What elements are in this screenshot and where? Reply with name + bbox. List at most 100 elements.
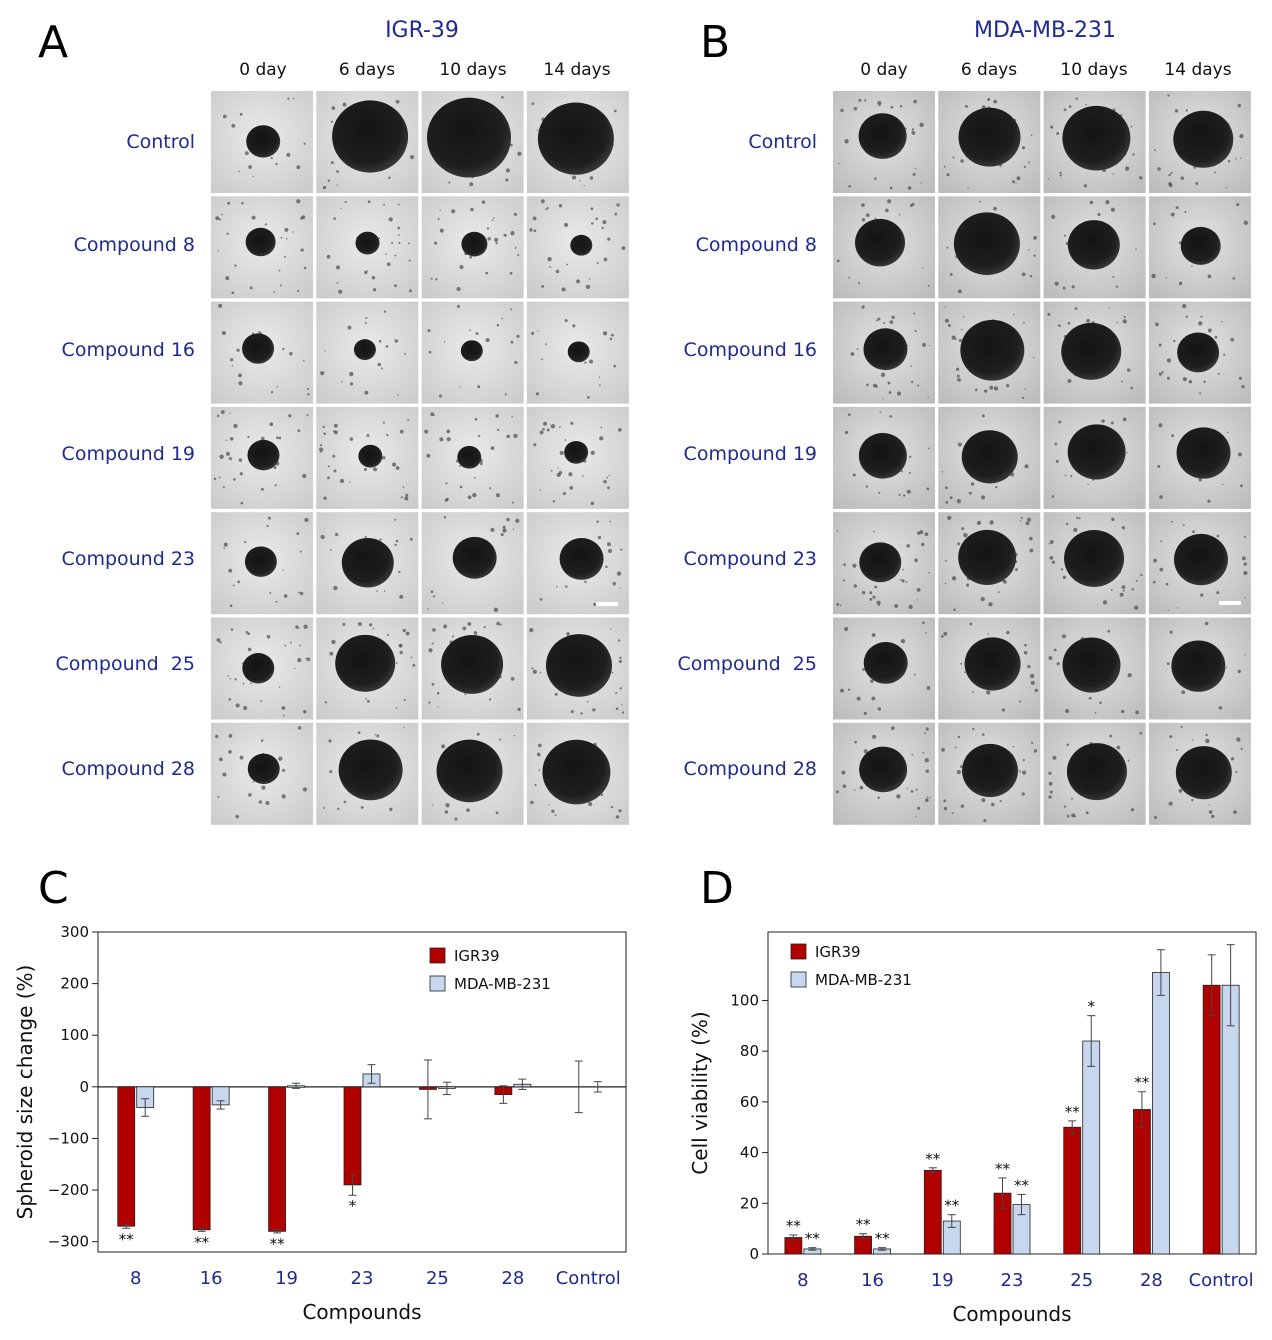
debris-speck	[257, 331, 260, 333]
debris-speck	[1170, 212, 1175, 217]
debris-speck	[1078, 517, 1081, 520]
debris-speck	[603, 479, 607, 484]
debris-speck	[284, 644, 287, 647]
micrograph-tile	[833, 196, 935, 299]
debris-speck	[927, 284, 930, 287]
debris-speck	[951, 812, 954, 815]
row-label: Compound 8	[696, 234, 817, 256]
spheroid	[962, 743, 1019, 798]
row-label: Compound 28	[684, 758, 817, 780]
debris-speck	[229, 678, 232, 680]
plot-frame	[767, 931, 1257, 1255]
y-tick-label: 60	[740, 1093, 759, 1111]
debris-speck	[386, 633, 389, 636]
micrograph-tile	[833, 512, 935, 615]
debris-speck	[981, 798, 986, 803]
debris-speck	[1240, 157, 1242, 160]
debris-speck	[332, 454, 336, 458]
debris-speck	[1157, 167, 1161, 171]
debris-speck	[914, 558, 918, 563]
debris-speck	[1051, 495, 1055, 498]
debris-speck	[836, 530, 839, 532]
debris-speck	[506, 434, 510, 439]
y-tick-label: −100	[48, 1129, 89, 1147]
debris-speck	[1050, 125, 1054, 129]
debris-speck	[854, 789, 856, 791]
debris-speck	[539, 430, 544, 435]
debris-speck	[956, 374, 960, 378]
micrograph-tile	[1043, 512, 1146, 615]
debris-speck	[1233, 810, 1237, 814]
debris-speck	[836, 259, 840, 263]
debris-speck	[870, 679, 874, 683]
debris-speck	[443, 341, 446, 343]
micrograph-tile	[526, 406, 629, 509]
panel-a-image-grid	[211, 91, 629, 825]
debris-speck	[981, 733, 985, 736]
debris-speck	[395, 662, 398, 664]
debris-speck	[235, 703, 240, 708]
debris-speck	[360, 805, 364, 809]
debris-speck	[395, 99, 400, 104]
debris-speck	[537, 330, 539, 332]
debris-speck	[599, 384, 601, 386]
debris-speck	[617, 639, 621, 642]
debris-speck	[218, 303, 223, 308]
micrograph-tile	[1148, 617, 1251, 720]
debris-speck	[961, 328, 963, 331]
debris-speck	[296, 199, 301, 204]
debris-speck	[839, 604, 842, 607]
bar-igr39-Control	[1202, 984, 1221, 1255]
spheroid	[245, 227, 276, 257]
debris-speck	[383, 203, 385, 206]
debris-speck	[269, 591, 272, 594]
debris-speck	[858, 282, 861, 285]
debris-speck	[495, 493, 500, 498]
debris-speck	[911, 380, 914, 384]
debris-speck	[1241, 385, 1245, 389]
debris-speck	[1127, 759, 1130, 762]
debris-speck	[1097, 212, 1101, 216]
debris-speck	[441, 602, 444, 605]
debris-speck	[564, 319, 568, 323]
col-header: 14 days	[543, 60, 610, 80]
debris-speck	[912, 172, 916, 176]
debris-speck	[474, 417, 478, 421]
debris-speck	[557, 467, 559, 469]
debris-speck	[1054, 442, 1058, 446]
debris-speck	[372, 288, 377, 292]
debris-speck	[1121, 526, 1126, 530]
significance-marker: **	[875, 1230, 891, 1248]
debris-speck	[364, 535, 367, 539]
debris-speck	[1033, 254, 1036, 257]
debris-speck	[872, 734, 877, 739]
micrograph-tile	[316, 301, 419, 404]
debris-speck	[997, 591, 1000, 594]
y-tick-label: 0	[79, 1078, 89, 1096]
debris-speck	[472, 492, 477, 498]
debris-speck	[1029, 673, 1035, 679]
spheroid	[338, 739, 403, 801]
debris-speck	[1063, 108, 1067, 112]
debris-speck	[531, 667, 534, 670]
debris-speck	[499, 738, 502, 741]
debris-speck	[1130, 125, 1133, 128]
debris-speck	[1074, 307, 1078, 310]
debris-speck	[1241, 556, 1246, 561]
debris-speck	[474, 476, 476, 479]
debris-speck	[223, 547, 225, 549]
debris-speck	[1015, 182, 1017, 184]
debris-speck	[957, 542, 961, 546]
debris-speck	[924, 758, 929, 763]
debris-speck	[228, 750, 232, 754]
debris-speck	[596, 261, 599, 264]
debris-speck	[238, 381, 243, 386]
debris-speck	[427, 608, 429, 610]
debris-speck	[1016, 176, 1021, 181]
debris-speck	[1070, 474, 1073, 477]
debris-speck	[261, 785, 266, 790]
spheroid	[1067, 424, 1126, 480]
debris-speck	[987, 97, 991, 102]
debris-speck	[1021, 396, 1025, 399]
debris-speck	[607, 548, 612, 553]
